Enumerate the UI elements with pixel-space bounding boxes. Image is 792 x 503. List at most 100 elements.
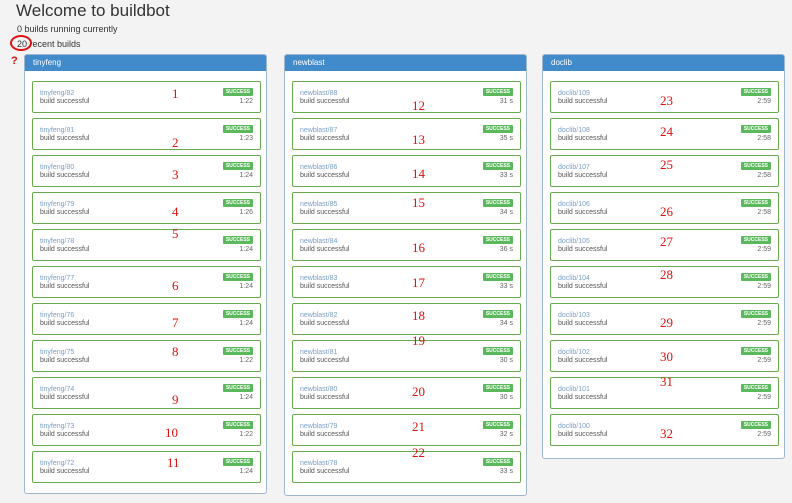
build-link[interactable]: newblast/86: [300, 164, 338, 171]
build-card[interactable]: tinyfeng/79 build successful SUCCESS 1:26: [32, 192, 261, 224]
build-card[interactable]: tinyfeng/73 build successful SUCCESS 1:22: [32, 414, 261, 446]
build-link[interactable]: doclib/102: [558, 349, 590, 356]
build-link[interactable]: newblast/81: [300, 349, 338, 356]
build-link[interactable]: tinyfeng/76: [40, 312, 75, 319]
build-card[interactable]: tinyfeng/78 build successful SUCCESS 1:24: [32, 229, 261, 261]
build-status-text: build successful: [300, 357, 350, 364]
page-title: Welcome to buildbot: [16, 1, 170, 20]
build-card[interactable]: tinyfeng/75 build successful SUCCESS 1:22: [32, 340, 261, 372]
build-link[interactable]: tinyfeng/75: [40, 349, 75, 356]
builder-name[interactable]: newblast: [285, 55, 526, 71]
build-card[interactable]: tinyfeng/81 build successful SUCCESS 1:23: [32, 118, 261, 150]
build-card[interactable]: newblast/78 build successful SUCCESS 33 s: [292, 451, 521, 483]
success-badge: SUCCESS: [482, 421, 513, 429]
build-card[interactable]: tinyfeng/76 build successful SUCCESS 1:24: [32, 303, 261, 335]
build-link[interactable]: doclib/109: [558, 90, 590, 97]
build-link[interactable]: tinyfeng/79: [40, 201, 75, 208]
build-duration: 2:59: [757, 98, 771, 105]
success-badge: SUCCESS: [222, 310, 253, 318]
annotation-number: 7: [172, 315, 179, 330]
build-link[interactable]: doclib/105: [558, 238, 590, 245]
annotation-number: 20: [412, 384, 425, 399]
build-link[interactable]: tinyfeng/80: [40, 164, 75, 171]
build-card[interactable]: newblast/86 build successful SUCCESS 33 s: [292, 155, 521, 187]
builder-name[interactable]: tinyfeng: [25, 55, 266, 71]
build-link[interactable]: doclib/100: [558, 423, 590, 430]
build-link[interactable]: tinyfeng/74: [40, 386, 75, 393]
annotation-number: 30: [660, 349, 673, 364]
build-link[interactable]: newblast/80: [300, 386, 338, 393]
build-link[interactable]: doclib/104: [558, 275, 590, 282]
build-card[interactable]: doclib/108 build successful SUCCESS 2:58: [550, 118, 779, 150]
build-card[interactable]: tinyfeng/72 build successful SUCCESS 1:24: [32, 451, 261, 483]
build-link[interactable]: newblast/83: [300, 275, 338, 282]
build-duration: 36 s: [499, 246, 513, 253]
build-card[interactable]: newblast/79 build successful SUCCESS 32 s: [292, 414, 521, 446]
build-card[interactable]: tinyfeng/77 build successful SUCCESS 1:24: [32, 266, 261, 298]
build-link[interactable]: newblast/87: [300, 127, 338, 134]
build-card[interactable]: newblast/84 build successful SUCCESS 36 s: [292, 229, 521, 261]
annotation-number: 25: [660, 157, 673, 172]
build-card[interactable]: newblast/81 build successful SUCCESS 30 s: [292, 340, 521, 372]
build-duration: 1:22: [239, 357, 253, 364]
build-card[interactable]: newblast/88 build successful SUCCESS 31 s: [292, 81, 521, 113]
build-card[interactable]: doclib/107 build successful SUCCESS 2:58: [550, 155, 779, 187]
build-card[interactable]: doclib/102 build successful SUCCESS 2:59: [550, 340, 779, 372]
build-duration: 32 s: [499, 431, 513, 438]
build-link[interactable]: tinyfeng/82: [40, 90, 75, 97]
build-status-text: build successful: [300, 209, 350, 216]
build-card[interactable]: newblast/82 build successful SUCCESS 34 s: [292, 303, 521, 335]
annotation-number: 16: [412, 240, 425, 255]
annotation-number: 22: [412, 445, 425, 460]
build-link[interactable]: newblast/84: [300, 238, 338, 245]
build-link[interactable]: tinyfeng/78: [40, 238, 75, 245]
build-link[interactable]: tinyfeng/73: [40, 423, 75, 430]
build-link[interactable]: doclib/101: [558, 386, 590, 393]
build-card[interactable]: tinyfeng/82 build successful SUCCESS 1:22: [32, 81, 261, 113]
build-card[interactable]: tinyfeng/80 build successful SUCCESS 1:24: [32, 155, 261, 187]
build-status-text: build successful: [558, 394, 608, 401]
build-card[interactable]: doclib/100 build successful SUCCESS 2:59: [550, 414, 779, 446]
success-badge: SUCCESS: [482, 199, 513, 207]
build-card[interactable]: newblast/87 build successful SUCCESS 35 s: [292, 118, 521, 150]
build-link[interactable]: doclib/103: [558, 312, 590, 319]
build-duration: 2:59: [757, 320, 771, 327]
build-duration: 2:59: [757, 394, 771, 401]
build-card[interactable]: newblast/80 build successful SUCCESS 30 s: [292, 377, 521, 409]
build-link[interactable]: doclib/107: [558, 164, 590, 171]
build-link[interactable]: tinyfeng/77: [40, 275, 75, 282]
build-link[interactable]: newblast/82: [300, 312, 338, 319]
build-link[interactable]: doclib/106: [558, 201, 590, 208]
build-duration: 1:23: [239, 135, 253, 142]
build-card[interactable]: doclib/109 build successful SUCCESS 2:59: [550, 81, 779, 113]
build-status-text: build successful: [300, 394, 350, 401]
build-link[interactable]: newblast/85: [300, 201, 338, 208]
build-card[interactable]: doclib/105 build successful SUCCESS 2:59: [550, 229, 779, 261]
build-card[interactable]: doclib/106 build successful SUCCESS 2:58: [550, 192, 779, 224]
annotation-number: 31: [660, 374, 673, 389]
annotation-number: 9: [172, 392, 179, 407]
build-link[interactable]: newblast/88: [300, 90, 338, 97]
help-icon[interactable]: ?: [11, 55, 18, 67]
build-card[interactable]: newblast/85 build successful SUCCESS 34 s: [292, 192, 521, 224]
build-card[interactable]: doclib/103 build successful SUCCESS 2:59: [550, 303, 779, 335]
build-card[interactable]: tinyfeng/74 build successful SUCCESS 1:24: [32, 377, 261, 409]
build-card[interactable]: doclib/104 build successful SUCCESS 2:59: [550, 266, 779, 298]
build-link[interactable]: tinyfeng/72: [40, 460, 75, 467]
build-status-text: build successful: [558, 431, 608, 438]
annotation-number: 32: [660, 426, 673, 441]
build-card[interactable]: newblast/83 build successful SUCCESS 33 s: [292, 266, 521, 298]
build-duration: 30 s: [499, 394, 513, 401]
build-status-text: build successful: [300, 320, 350, 327]
build-link[interactable]: tinyfeng/81: [40, 127, 75, 134]
annotation-number: 21: [412, 419, 425, 434]
build-link[interactable]: doclib/108: [558, 127, 590, 134]
build-link[interactable]: newblast/79: [300, 423, 338, 430]
success-badge: SUCCESS: [740, 236, 771, 244]
builder-name[interactable]: doclib: [543, 55, 784, 71]
build-link[interactable]: newblast/78: [300, 460, 338, 467]
build-card[interactable]: doclib/101 build successful SUCCESS 2:59: [550, 377, 779, 409]
success-badge: SUCCESS: [222, 458, 253, 466]
build-duration: 33 s: [499, 468, 513, 475]
success-badge: SUCCESS: [740, 162, 771, 170]
